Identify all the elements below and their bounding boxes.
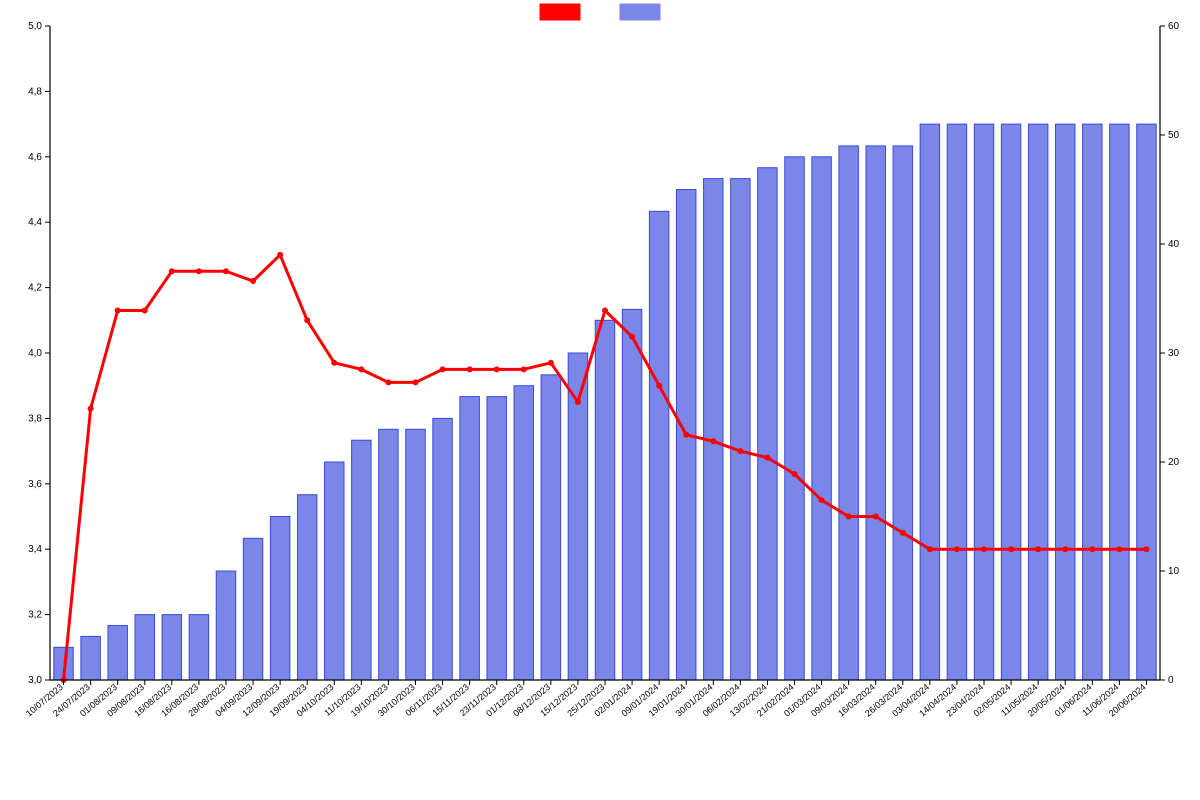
svg-text:5,0: 5,0 [28,21,42,32]
svg-text:3,8: 3,8 [28,413,42,424]
svg-text:10: 10 [1168,566,1180,577]
svg-text:30: 30 [1168,348,1180,359]
svg-text:4,4: 4,4 [28,217,42,228]
svg-text:3,6: 3,6 [28,479,42,490]
svg-text:3,4: 3,4 [28,544,42,555]
svg-text:20: 20 [1168,457,1180,468]
svg-text:60: 60 [1168,21,1180,32]
svg-text:3,2: 3,2 [28,610,42,621]
svg-text:3,0: 3,0 [28,675,42,686]
svg-text:0: 0 [1168,675,1174,686]
svg-text:40: 40 [1168,239,1180,250]
chart-svg: 3,0 3,2 3,4 3,6 3,8 4,0 4,2 4,4 4,6 4,8 5,0 0 10 20 30… [0,0,1200,800]
svg-text:4,6: 4,6 [28,152,42,163]
svg-text:4,8: 4,8 [28,86,42,97]
svg-text:4,2: 4,2 [28,283,42,294]
svg-text:4,0: 4,0 [28,348,42,359]
combo-chart: 3,0 3,2 3,4 3,6 3,8 4,0 4,2 4,4 4,6 4,8 5,0 0 10 20 30… [0,0,1200,800]
svg-text:50: 50 [1168,130,1180,141]
